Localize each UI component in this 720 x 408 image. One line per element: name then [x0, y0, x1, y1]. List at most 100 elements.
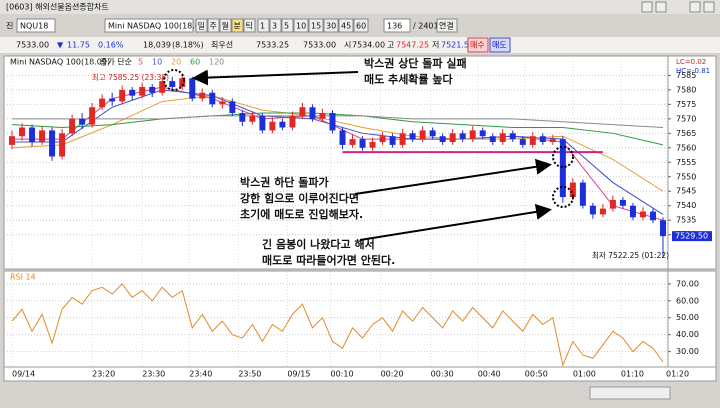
y-tick-label: 7560	[676, 143, 696, 152]
y-tick-label: 7570	[676, 114, 696, 123]
y-tick-label: 60.00	[676, 296, 699, 305]
annotation: 강한 힘으로 이루어진다면	[240, 191, 359, 205]
interval-btn[interactable]	[269, 18, 282, 33]
moving-average	[12, 89, 664, 215]
x-tick-label: 09/15	[287, 370, 310, 379]
candle-body	[609, 199, 616, 209]
candle-body	[629, 205, 636, 218]
moving-average	[11, 95, 664, 192]
period-btn[interactable]	[219, 18, 232, 33]
legend-entry: 120	[209, 58, 224, 67]
candle-body	[289, 115, 296, 128]
link-btn[interactable]	[436, 18, 458, 33]
total: / 2401	[413, 22, 439, 31]
buy-btn[interactable]	[467, 37, 489, 53]
candle-body	[299, 107, 306, 116]
candle-body	[529, 136, 536, 145]
candle-body	[159, 81, 166, 93]
period-btn[interactable]	[231, 18, 244, 33]
candle-body	[539, 136, 546, 142]
x-tick-label: 23:50	[238, 370, 261, 379]
candle-body	[199, 92, 206, 99]
y-tick-label: 7545	[676, 187, 696, 196]
legend-entry: 60	[190, 58, 200, 67]
instrument-name: Mini NASDAQ 100(18.09)	[108, 22, 208, 31]
code-input[interactable]	[16, 18, 56, 33]
buy: 매수	[470, 41, 485, 50]
sell: 매도	[492, 41, 507, 50]
interval-btn[interactable]	[257, 18, 270, 33]
candle-body	[69, 118, 76, 134]
candle-body	[179, 78, 186, 87]
candle-body	[219, 101, 226, 105]
period: 주	[210, 22, 217, 31]
candle-body	[79, 118, 86, 125]
x-tick-label: 01:20	[666, 370, 689, 379]
candle-body	[549, 139, 556, 142]
interval-btn[interactable]	[293, 18, 309, 33]
change: 11.75	[67, 41, 90, 50]
interval-btn[interactable]	[281, 18, 294, 33]
candle-body	[119, 89, 126, 102]
period: 일	[198, 22, 205, 31]
btn-min[interactable]	[641, 1, 653, 13]
interval-btn[interactable]	[308, 18, 324, 33]
annotation: 매도로 따라들어가면 안된다.	[262, 253, 395, 267]
candle-body	[569, 182, 576, 198]
arrow	[192, 69, 359, 86]
highlight-circle	[163, 69, 185, 91]
interval-btn[interactable]	[323, 18, 339, 33]
high-label: 최고 7585.25 (23:38)	[92, 72, 169, 82]
candle-body	[509, 133, 516, 140]
y-tick-label: 50.00	[676, 313, 699, 322]
name-box	[104, 18, 194, 33]
candle-body	[499, 133, 506, 142]
status-bar	[0, 383, 720, 404]
high-label: 고	[387, 41, 394, 50]
candle-body	[619, 199, 626, 206]
y-tick-label: 7540	[676, 201, 696, 210]
y-tick-label: 7580	[676, 85, 696, 94]
interval-btn[interactable]	[338, 18, 354, 33]
window-title: [0603] 해외선물옵션종합차트	[6, 2, 109, 12]
period-btn[interactable]	[243, 18, 256, 33]
btn-help[interactable]	[689, 1, 701, 13]
x-tick-label: 09/14	[12, 370, 35, 379]
candle-body	[399, 133, 406, 145]
legend-entry: 10	[152, 58, 162, 67]
x-tick-label: 23:30	[142, 370, 165, 379]
volume-rate: (8.18%)	[172, 41, 204, 50]
legend-entry: 5	[138, 58, 143, 67]
candle-body	[229, 101, 236, 114]
period: 분	[234, 22, 241, 31]
period-btn[interactable]	[207, 18, 220, 33]
candle-body	[429, 130, 436, 137]
code: NQU18	[20, 22, 48, 31]
candle-body	[279, 121, 286, 128]
period-btn[interactable]	[195, 18, 208, 33]
rsi-title: RSI 14	[10, 273, 36, 282]
interval-btn[interactable]	[353, 18, 369, 33]
btn-max[interactable]	[655, 1, 667, 13]
count-box[interactable]	[383, 18, 411, 33]
open: 7534.00	[352, 41, 385, 50]
y-tick-label: 40.00	[676, 330, 699, 339]
btn-close[interactable]	[703, 1, 715, 13]
highlight-circle	[552, 146, 574, 168]
sell-btn[interactable]	[489, 37, 511, 53]
mode: 진	[6, 21, 13, 31]
bid: 7533.00	[303, 41, 336, 50]
annotation: 박스권 상단 돌파 실패	[364, 56, 467, 70]
candle-body	[39, 130, 46, 142]
scrollbar[interactable]	[589, 386, 671, 400]
x-axis-bar	[3, 366, 717, 382]
legend-entry: 20	[171, 58, 181, 67]
candle-body	[489, 136, 496, 142]
x-tick-label: 00:50	[525, 370, 548, 379]
x-tick-label: 00:40	[478, 370, 501, 379]
rsi-panel	[3, 270, 717, 368]
annotation: 초기에 매도로 진입해보자.	[240, 207, 363, 221]
x-tick-label: 00:10	[330, 370, 353, 379]
candle-body	[389, 136, 396, 145]
